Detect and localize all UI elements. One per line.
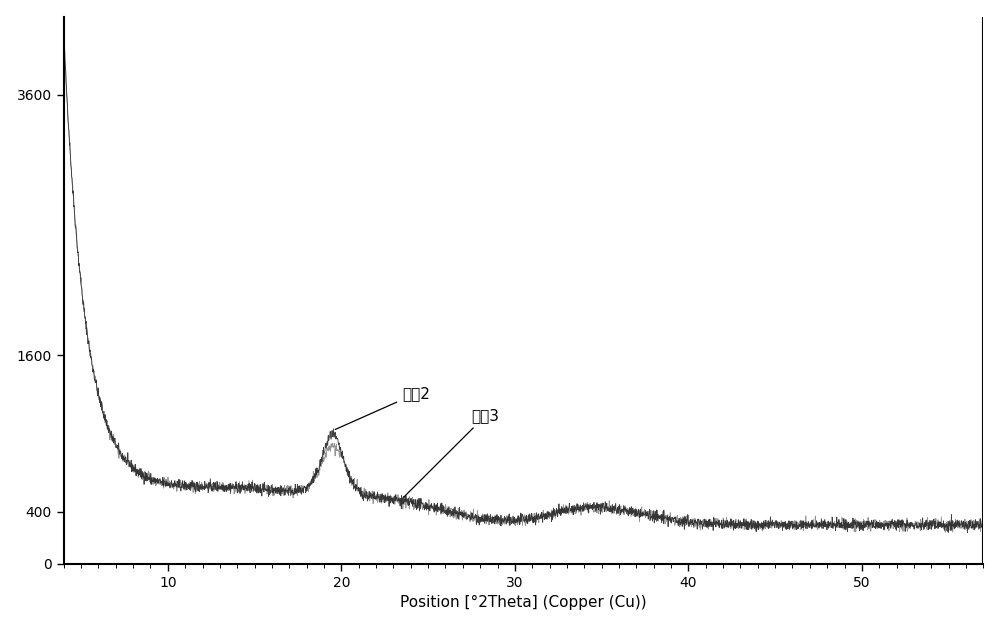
Text: 样哆3: 样哆3 — [404, 408, 499, 497]
Text: 样哆2: 样哆2 — [335, 386, 430, 429]
X-axis label: Position [°2Theta] (Copper (Cu)): Position [°2Theta] (Copper (Cu)) — [400, 595, 647, 610]
